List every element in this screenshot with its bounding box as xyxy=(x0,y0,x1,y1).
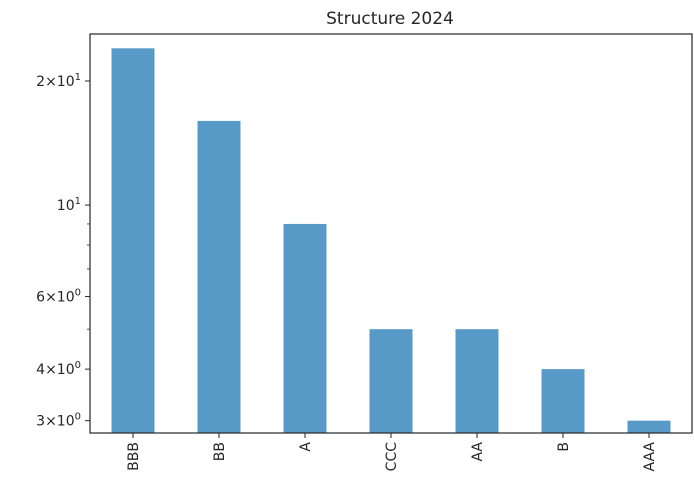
y-tick-label: 3×100 xyxy=(36,412,81,430)
x-axis: BBB BB A CCC AA B AAA xyxy=(126,433,658,472)
chart-title: Structure 2024 xyxy=(326,9,454,29)
x-tick-label: BBB xyxy=(126,442,142,471)
x-tick-label: A xyxy=(298,442,314,452)
x-tick-label: AAA xyxy=(642,442,658,472)
bar-b xyxy=(541,369,585,433)
y-tick-label: 2×101 xyxy=(36,72,81,90)
x-tick-label: AA xyxy=(470,442,486,462)
bar-a xyxy=(283,223,327,433)
bar-aa xyxy=(455,329,499,433)
x-tick-label: CCC xyxy=(384,442,400,472)
bar-aaa xyxy=(627,420,671,433)
x-tick-label: B xyxy=(556,442,572,452)
plot-frame xyxy=(89,33,693,434)
bar-bb xyxy=(197,120,241,434)
x-tick-label: BB xyxy=(212,442,228,461)
bars-group xyxy=(111,48,671,434)
y-axis: 3×100 4×100 6×100 101 2×101 xyxy=(36,72,90,430)
y-tick-label: 101 xyxy=(57,196,81,214)
bar-bbb xyxy=(111,48,155,433)
bar-ccc xyxy=(369,329,413,433)
y-tick-label: 6×100 xyxy=(36,288,81,306)
y-tick-label: 4×100 xyxy=(36,360,81,378)
